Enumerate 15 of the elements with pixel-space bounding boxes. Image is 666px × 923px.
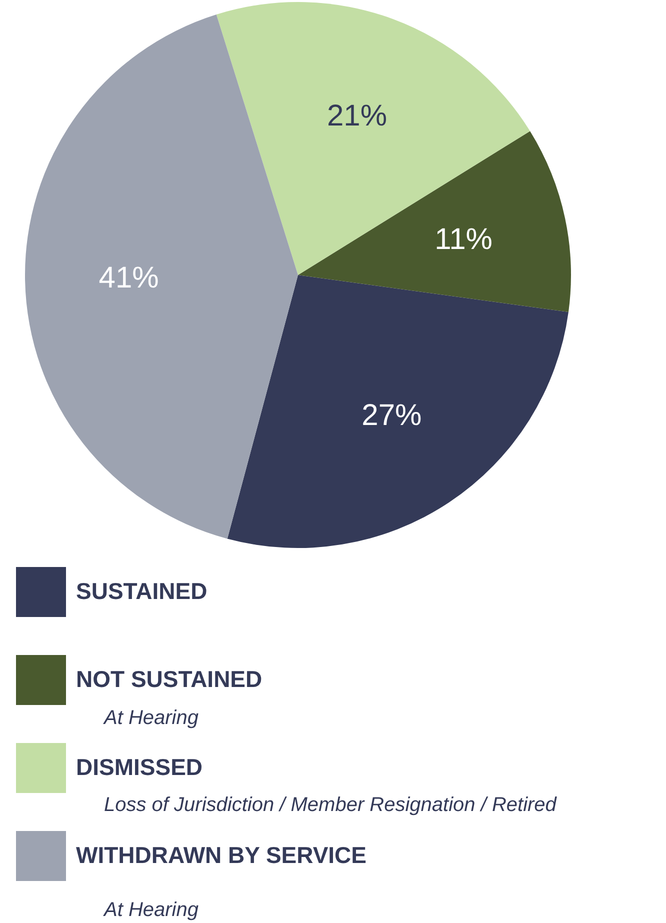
data-label: 27% — [362, 398, 422, 432]
legend-label: DISMISSED — [76, 754, 203, 780]
text: At Hearing — [103, 707, 198, 729]
data-label: 11% — [434, 222, 492, 256]
text: Loss of Jurisdiction / Member Resignation / Retired — [104, 794, 558, 816]
legend-label: NOT SUSTAINED — [76, 666, 262, 692]
pie-slice — [298, 131, 571, 312]
pie-slice — [216, 2, 530, 275]
pie-slice — [25, 14, 298, 539]
data-label: 21% — [326, 99, 388, 132]
legend-label: SUSTAINED — [76, 578, 208, 604]
text: At Hearing — [103, 899, 198, 921]
legend-label: WITHDRAWN BY SERVICE — [76, 842, 367, 868]
data-label: 41% — [98, 262, 159, 295]
pie-slice — [227, 275, 568, 548]
